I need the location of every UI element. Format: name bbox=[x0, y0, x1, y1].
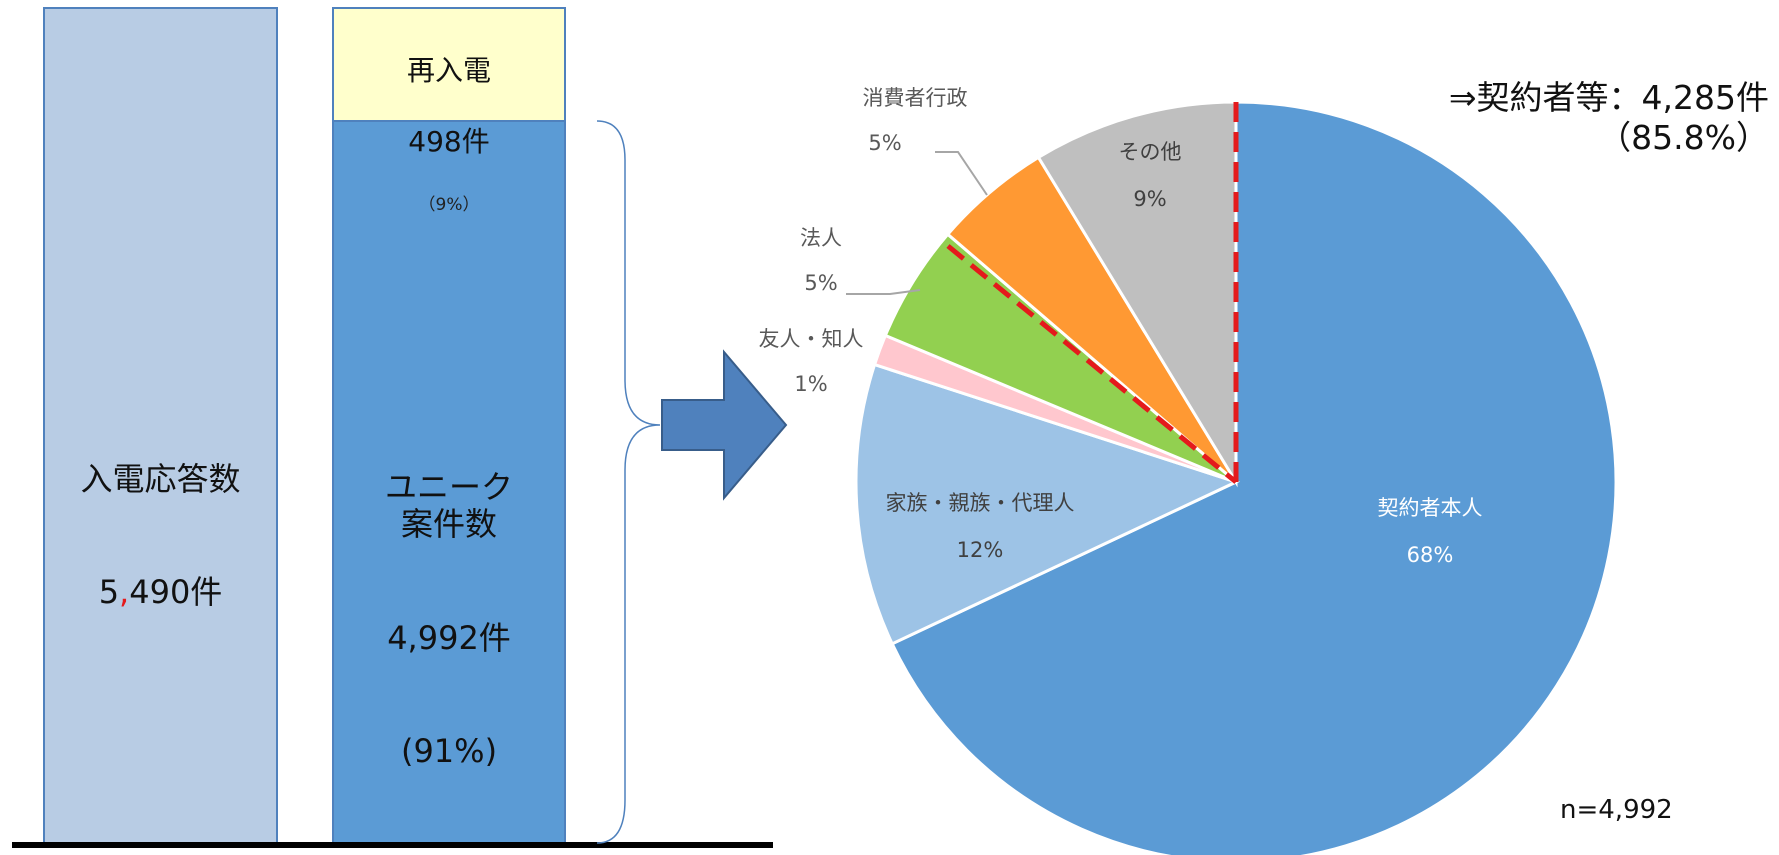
pie-label-corporation: 法人 5% bbox=[800, 226, 842, 295]
leader-line-corporation bbox=[846, 289, 921, 295]
bar-repeat-label: 再入電 498件 （9%） bbox=[333, 16, 565, 234]
bar-repeat-value: 498件 bbox=[408, 124, 490, 158]
pie-chart bbox=[854, 100, 1618, 855]
leader-line-consumer-admin bbox=[935, 151, 988, 196]
bar-unique-value: 4,992件 bbox=[387, 618, 511, 657]
pie-label-family: 家族・親族・代理人 12% bbox=[885, 491, 1075, 562]
highlight-percent: （85.8%） bbox=[1598, 117, 1769, 157]
right-arrow-icon bbox=[661, 349, 788, 501]
sample-size: n=4,992 bbox=[1560, 795, 1673, 825]
curly-brace bbox=[596, 120, 661, 844]
pie-label-contractor: 契約者本人 68% bbox=[1377, 496, 1483, 567]
pie-label-other: その他 9% bbox=[1118, 140, 1182, 211]
bar-repeat-share: （9%） bbox=[418, 195, 480, 216]
bar-unique-share: (91%) bbox=[400, 731, 498, 770]
bar-unique-label: ユニーク 案件数 4,992件 (91%) bbox=[333, 393, 565, 808]
bar-segment-unique-cases bbox=[332, 120, 566, 845]
pie-label-consumer-admin: 消費者行政 5% bbox=[862, 86, 968, 155]
dashed-line-diagonal bbox=[946, 244, 1238, 484]
pie-slice-1 bbox=[854, 362, 1241, 646]
highlight-note: ⇒契約者等：4,285件 （85.8%） bbox=[1448, 78, 1769, 157]
pie-label-friend: 友人・知人 1% bbox=[758, 327, 864, 396]
pie-slice-0 bbox=[890, 100, 1618, 855]
bar-total-label: 入電応答数 5,490件 bbox=[80, 459, 241, 611]
bar-total-value: 5,490件 bbox=[98, 572, 223, 611]
pie-slice-5 bbox=[1036, 100, 1238, 488]
bar-segment-repeat-call bbox=[332, 7, 566, 122]
bar-total-answered bbox=[43, 7, 278, 845]
